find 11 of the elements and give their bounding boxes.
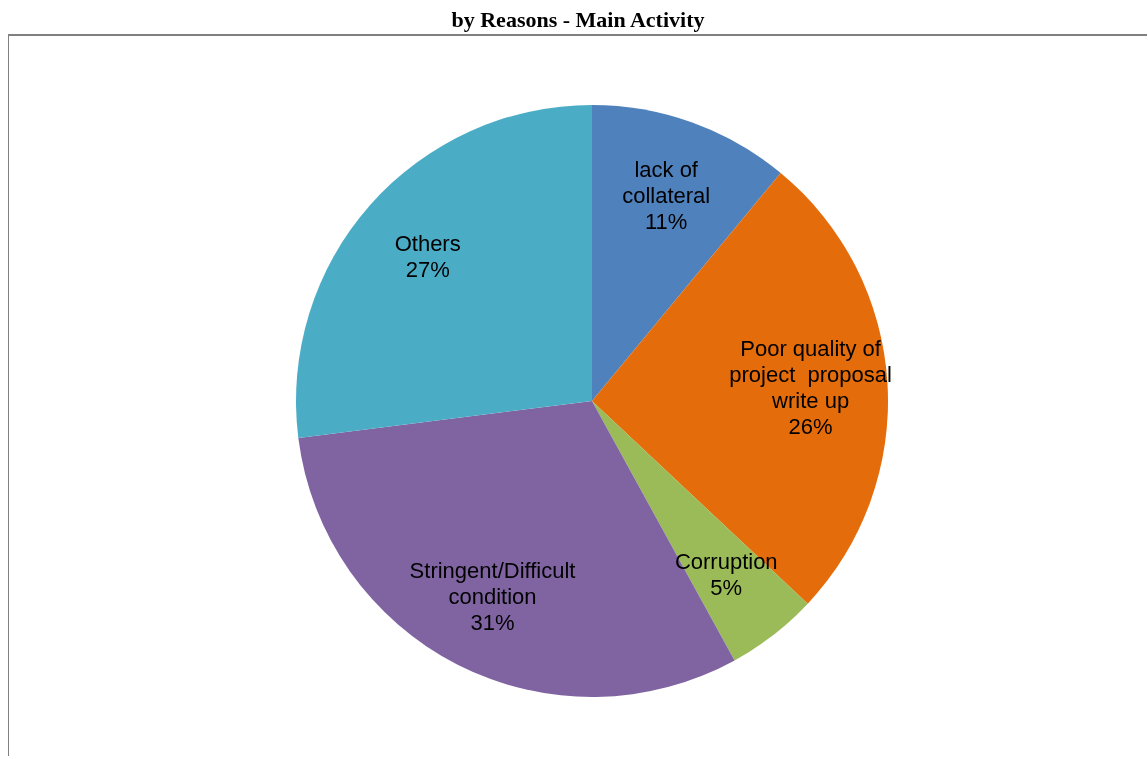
data-label: 31%: [470, 609, 515, 635]
slice-label: lack of collateral: [622, 156, 711, 208]
slice-label: Others: [394, 230, 461, 256]
data-label: 5%: [710, 574, 743, 600]
data-label: 27%: [405, 256, 450, 282]
data-label: 26%: [788, 413, 833, 439]
slice-label: Corruption: [674, 548, 778, 574]
data-label: 11%: [644, 208, 688, 234]
chart-title: by Reasons - Main Activity: [450, 7, 706, 32]
slice-label: Stringent/Difficult condition: [409, 557, 576, 609]
pie-slice: [296, 105, 592, 439]
